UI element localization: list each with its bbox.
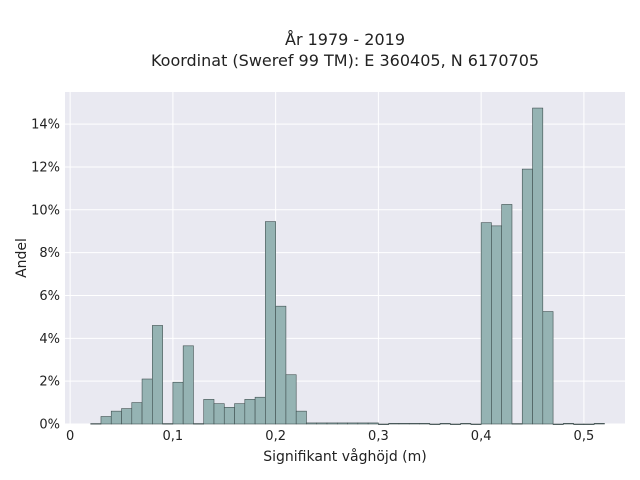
histogram-bar: [162, 423, 174, 425]
chart-title: År 1979 - 2019: [285, 30, 405, 49]
x-axis-label: Signifikant våghöjd (m): [263, 448, 426, 465]
histogram-bar: [450, 423, 461, 425]
y-tick-label: 10%: [31, 203, 60, 218]
y-tick-label: 4%: [39, 332, 60, 347]
histogram-bar: [470, 423, 482, 425]
y-tick-label: 6%: [39, 289, 60, 304]
histogram-bar: [501, 204, 513, 425]
histogram-bar: [254, 396, 266, 425]
x-tick-label: 0,4: [471, 429, 492, 444]
histogram-bar: [398, 423, 410, 425]
histogram-bar: [316, 422, 328, 425]
histogram-bar: [552, 423, 564, 425]
histogram-bar: [593, 423, 605, 425]
histogram-bar: [100, 416, 112, 425]
histogram-bar: [573, 423, 585, 425]
histogram-bar: [419, 423, 431, 425]
x-axis-ticks: 0 0,1 0,2 0,3 0,4 0,5: [66, 429, 594, 444]
x-tick-label: 0,5: [574, 429, 595, 444]
histogram-bar: [491, 225, 502, 425]
histogram-bar: [388, 423, 400, 425]
histogram-bar: [182, 345, 194, 425]
y-tick-label: 0%: [39, 418, 60, 433]
x-tick-label: 0,1: [163, 429, 184, 444]
histogram-bar: [583, 423, 595, 425]
histogram-bar: [90, 423, 102, 425]
histogram-bar: [336, 422, 348, 425]
histogram-bar: [244, 399, 256, 425]
histogram-bar: [234, 403, 246, 425]
histogram-bar: [408, 423, 420, 425]
histogram-bar: [429, 423, 441, 425]
x-tick-label: 0,2: [265, 429, 286, 444]
histogram-bar: [223, 406, 235, 425]
histogram-bar: [511, 423, 523, 425]
histogram-bar: [110, 410, 122, 425]
y-tick-label: 8%: [39, 246, 60, 261]
histogram-bar: [521, 168, 533, 425]
histogram-bar: [172, 381, 184, 425]
histogram-bar: [213, 403, 225, 425]
histogram-bar: [439, 423, 451, 425]
y-tick-label: 2%: [39, 375, 60, 390]
histogram-bar: [295, 410, 307, 425]
histogram-bar: [306, 422, 318, 425]
histogram-bar: [542, 311, 554, 425]
x-tick-label: 0,3: [368, 429, 389, 444]
histogram-bar: [121, 408, 133, 425]
histogram-bar: [265, 221, 276, 425]
histogram-bar: [326, 422, 338, 425]
histogram-bar: [357, 422, 369, 425]
bars: [90, 107, 605, 425]
histogram-bar: [532, 107, 544, 425]
histogram-bar: [563, 423, 574, 425]
chart-subtitle: Koordinat (Sweref 99 TM): E 360405, N 61…: [151, 51, 539, 70]
y-tick-label: 12%: [31, 160, 60, 175]
histogram-bar: [378, 423, 389, 425]
histogram-bar: [203, 399, 215, 425]
histogram-bar: [480, 222, 492, 425]
histogram-bar: [347, 422, 359, 425]
histogram-bar: [285, 374, 297, 425]
histogram-bar: [367, 422, 379, 425]
histogram-bar: [131, 402, 143, 425]
x-tick-label: 0: [66, 429, 74, 444]
histogram-bar: [152, 325, 163, 425]
histogram-bar: [141, 378, 153, 425]
y-axis-ticks: 0% 2% 4% 6% 8% 10% 12% 14%: [31, 118, 60, 433]
histogram-bar: [193, 423, 205, 425]
histogram-bar: [275, 305, 287, 425]
histogram-bar: [460, 423, 472, 425]
y-tick-label: 14%: [31, 118, 60, 133]
y-axis-label: Andel: [14, 238, 30, 278]
